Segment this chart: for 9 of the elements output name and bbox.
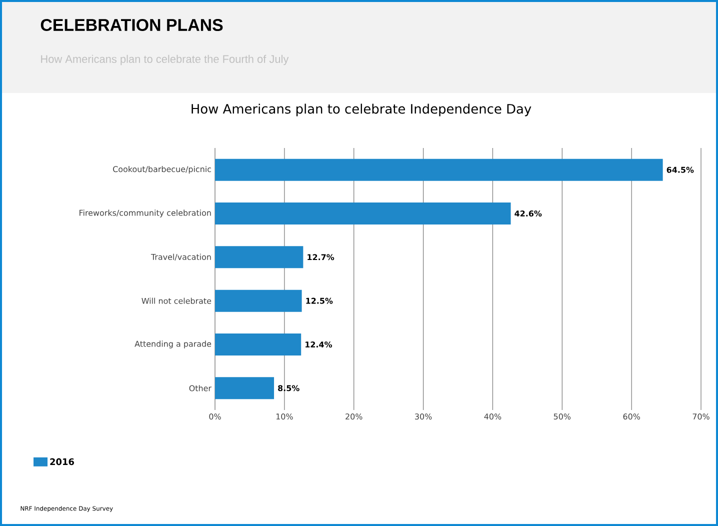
bar xyxy=(215,333,302,356)
chart-title: How Americans plan to celebrate Independence Day xyxy=(192,104,532,116)
bar xyxy=(215,158,663,181)
bar xyxy=(215,202,511,224)
bar xyxy=(215,290,302,312)
text: CELEBRATION PLANS xyxy=(40,18,223,31)
bar xyxy=(215,246,304,268)
bar xyxy=(215,377,274,400)
legend-label: 2016 xyxy=(50,458,74,466)
